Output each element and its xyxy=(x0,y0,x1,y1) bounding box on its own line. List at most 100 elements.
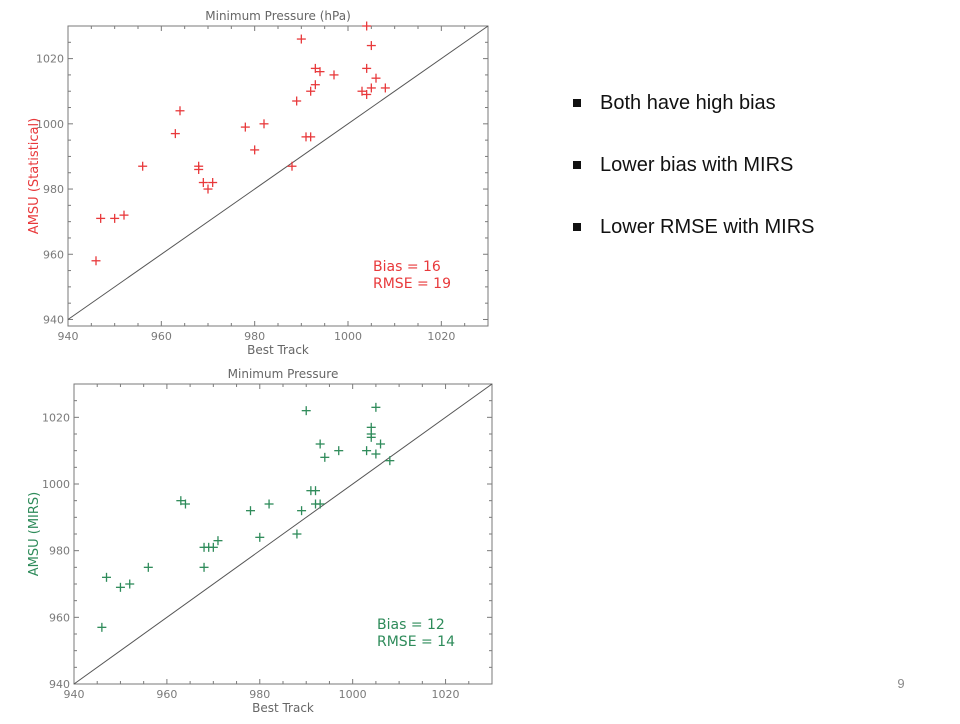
one-to-one-line xyxy=(67,25,489,320)
x-tick-label: 1020 xyxy=(432,688,460,701)
scatter-point xyxy=(315,67,325,77)
scatter-point xyxy=(175,106,185,116)
scatter-plot-statistical: 940 960 980 1000 1020 940 960 980 1000 1020 Minimu… xyxy=(20,0,500,360)
scatter-point xyxy=(292,529,302,539)
scatter-point xyxy=(366,83,376,93)
scatter-plot-statistical-svg: 940 960 980 1000 1020 940 960 980 1000 1020 Minimu… xyxy=(27,9,489,357)
scatter-point xyxy=(213,536,223,546)
scatter-point xyxy=(371,449,381,459)
y-tick-label: 1000 xyxy=(42,478,70,491)
scatter-point xyxy=(194,164,204,174)
y-axis-label: AMSU (Statistical) xyxy=(27,118,42,234)
scatter-point xyxy=(357,86,367,96)
x-tick-label: 1000 xyxy=(339,688,367,701)
scatter-point xyxy=(310,63,320,73)
scatter-point xyxy=(329,70,339,80)
y-tick-label: 1000 xyxy=(36,118,64,131)
scatter-point xyxy=(315,439,325,449)
scatter-point xyxy=(362,89,372,99)
scatter-point xyxy=(306,86,316,96)
bullet-item: Lower RMSE with MIRS xyxy=(570,212,930,243)
bullet-item: Both have high bias xyxy=(570,88,930,119)
scatter-point xyxy=(119,210,129,220)
x-tick-label: 1020 xyxy=(427,330,455,343)
scatter-point xyxy=(362,21,372,31)
scatter-point xyxy=(376,439,386,449)
y-tick-label: 980 xyxy=(49,545,70,558)
y-tick-label: 940 xyxy=(49,678,70,691)
scatter-point xyxy=(240,122,250,132)
x-tick-label: 1000 xyxy=(334,330,362,343)
scatter-point xyxy=(208,178,218,188)
one-to-one-line xyxy=(73,383,493,685)
scatter-point xyxy=(362,63,372,73)
scatter-point xyxy=(255,532,265,542)
y-tick-label: 980 xyxy=(43,183,64,196)
scatter-point xyxy=(250,145,260,155)
scatter-point xyxy=(180,499,190,509)
x-axis-label: Best Track xyxy=(247,343,309,357)
scatter-point xyxy=(199,562,209,572)
scatter-point xyxy=(371,402,381,412)
y-tick-label: 960 xyxy=(49,611,70,624)
stats-annotation: Bias = 16 xyxy=(373,259,441,275)
square-bullet-icon xyxy=(573,161,581,169)
scatter-point xyxy=(320,452,330,462)
scatter-point xyxy=(143,562,153,572)
scatter-point xyxy=(259,119,269,129)
scatter-point xyxy=(296,34,306,44)
scatter-point xyxy=(371,73,381,83)
scatter-point xyxy=(102,572,112,582)
scatter-point xyxy=(198,178,208,188)
scatter-point xyxy=(301,406,311,416)
scatter-point xyxy=(176,496,186,506)
chart-title: Minimum Pressure xyxy=(228,367,339,381)
scatter-point xyxy=(115,582,125,592)
bullet-text: Lower bias with MIRS xyxy=(600,154,794,176)
page-number: 9 xyxy=(897,676,905,691)
y-axis-label: AMSU (MIRS) xyxy=(27,492,42,577)
scatter-point xyxy=(91,256,101,266)
scatter-point xyxy=(125,579,135,589)
scatter-point xyxy=(208,542,218,552)
scatter-point xyxy=(110,213,120,223)
scatter-point xyxy=(264,499,274,509)
scatter-point xyxy=(292,96,302,106)
y-tick-label: 1020 xyxy=(36,53,64,66)
stats-annotation: RMSE = 19 xyxy=(373,276,451,292)
stats-annotation: RMSE = 14 xyxy=(377,634,455,650)
square-bullet-icon xyxy=(573,99,581,107)
scatter-point xyxy=(366,41,376,51)
x-tick-label: 940 xyxy=(64,688,85,701)
y-tick-label: 940 xyxy=(43,313,64,326)
scatter-point xyxy=(366,432,376,442)
stats-annotation: Bias = 12 xyxy=(377,617,445,633)
scatter-plot-mirs: 940 960 980 1000 1020 940 960 980 1000 1020 Minimu… xyxy=(20,362,500,720)
y-tick-label: 960 xyxy=(43,248,64,261)
scatter-point xyxy=(297,506,307,516)
scatter-point xyxy=(96,213,106,223)
scatter-point xyxy=(311,486,321,496)
scatter-point xyxy=(287,161,297,171)
x-tick-label: 960 xyxy=(156,688,177,701)
scatter-point xyxy=(310,80,320,90)
scatter-point xyxy=(380,83,390,93)
y-tick-label: 1020 xyxy=(42,411,70,424)
x-tick-label: 960 xyxy=(151,330,172,343)
x-tick-label: 980 xyxy=(249,688,270,701)
x-tick-label: 980 xyxy=(244,330,265,343)
x-axis-label: Best Track xyxy=(252,701,314,715)
scatter-point xyxy=(203,184,213,194)
chart-title: Minimum Pressure (hPa) xyxy=(205,9,351,23)
bullet-text: Both have high bias xyxy=(600,92,776,114)
square-bullet-icon xyxy=(573,223,581,231)
scatter-point xyxy=(245,506,255,516)
bullet-list: Both have high bias Lower bias with MIRS… xyxy=(570,88,930,274)
scatter-point xyxy=(97,622,107,632)
x-tick-label: 940 xyxy=(58,330,79,343)
scatter-point xyxy=(385,456,395,466)
scatter-plot-mirs-svg: 940 960 980 1000 1020 940 960 980 1000 1020 Minimu… xyxy=(27,367,493,715)
bullet-item: Lower bias with MIRS xyxy=(570,150,930,181)
scatter-point xyxy=(315,499,325,509)
scatter-point xyxy=(138,161,148,171)
